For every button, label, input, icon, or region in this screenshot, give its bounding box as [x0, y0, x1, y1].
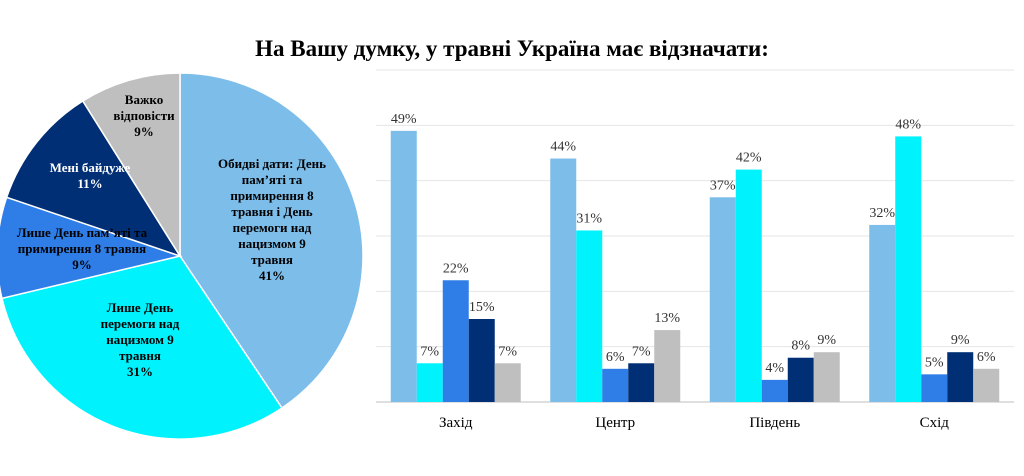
bar-value-label-2-0: 37%: [710, 178, 736, 193]
bar-0-2: [442, 280, 469, 402]
bar-value-label-2-3: 8%: [791, 339, 810, 354]
bar-value-label-0-1: 7%: [420, 344, 439, 359]
category-label-3: Схід: [920, 415, 950, 431]
bar-value-label-3-0: 32%: [869, 206, 895, 221]
pie-slice-4: [81, 72, 181, 259]
pie-slice-3: [5, 99, 182, 258]
bar-3-2: [921, 374, 948, 402]
bar-1-3: [628, 363, 655, 402]
bar-value-label-3-4: 6%: [977, 350, 996, 365]
pie-slice-label-4: Важко відповісти 9%: [113, 92, 175, 139]
bar-value-label-3-2: 5%: [925, 355, 944, 370]
bar-value-label-0-2: 22%: [443, 261, 469, 276]
pie-slice-label-2: Лише День пам’яті та примирення 8 травня 9…: [17, 225, 148, 272]
category-label-0: Захід: [439, 415, 473, 431]
bar-1-4: [654, 330, 681, 402]
bar-0-1: [416, 363, 443, 402]
bar-2-2: [761, 379, 788, 402]
bar-value-label-1-0: 44%: [550, 140, 576, 155]
bar-3-3: [947, 352, 974, 402]
bar-2-4: [813, 352, 840, 402]
category-label-2: Південь: [749, 415, 800, 431]
bar-value-label-1-3: 7%: [632, 344, 651, 359]
pie-slice-label-1: Лише День перемоги над нацизмом 9 травня 31%: [101, 300, 180, 379]
bar-1-1: [576, 230, 603, 402]
bar-value-label-1-1: 31%: [576, 211, 602, 226]
bar-value-label-0-4: 7%: [498, 344, 517, 359]
bar-value-label-2-1: 42%: [736, 151, 762, 166]
bar-3-4: [973, 368, 1000, 402]
bar-value-label-0-3: 15%: [469, 300, 495, 315]
bar-1-2: [602, 368, 629, 402]
bar-3-0: [869, 224, 896, 402]
bar-value-label-1-2: 6%: [606, 350, 625, 365]
bar-2-0: [709, 197, 736, 402]
bar-3-1: [895, 136, 922, 402]
bar-2-3: [787, 357, 814, 402]
bar-value-label-2-2: 4%: [765, 361, 784, 376]
bar-0-4: [494, 363, 521, 402]
bar-0-3: [468, 319, 495, 402]
bar-value-label-3-3: 9%: [951, 333, 970, 348]
bar-1-0: [550, 158, 577, 402]
bar-value-label-1-4: 13%: [654, 311, 680, 326]
bar-value-label-0-0: 49%: [391, 112, 417, 127]
pie-slice-label-3: Мені байдуже 11%: [50, 160, 131, 191]
bar-0-0: [390, 130, 417, 402]
bar-value-label-3-1: 48%: [895, 117, 921, 132]
bar-value-label-2-4: 9%: [817, 333, 836, 348]
chart-title: На Вашу думку, у травні Україна має відз…: [255, 36, 769, 61]
pie-slice-2: [0, 196, 183, 300]
pie-slice-0: [179, 72, 364, 410]
bar-2-1: [735, 169, 762, 402]
pie-slice-1: [1, 255, 284, 440]
category-label-1: Центр: [595, 415, 635, 431]
